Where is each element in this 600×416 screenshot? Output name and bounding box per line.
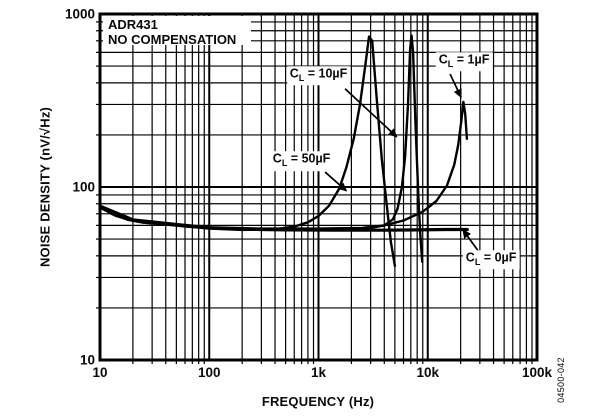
x-tick-100: 100 xyxy=(197,365,221,380)
cl-10uf-arrow xyxy=(344,88,398,138)
curve-cl-0uf xyxy=(98,204,469,232)
chart-title-line2: NO COMPENSATION xyxy=(108,32,237,47)
y-tick-100: 100 xyxy=(72,179,95,195)
curves xyxy=(98,34,469,268)
x-tick-10: 10 xyxy=(92,365,108,380)
annotation-arrows xyxy=(324,73,480,253)
curve-label-cl-10uf: CL = 10µF xyxy=(286,65,351,86)
x-tick-10k: 10k xyxy=(416,365,440,380)
figure-number: 04500-042 xyxy=(556,357,566,403)
cl-0uf-arrow xyxy=(462,229,480,253)
curve-label-cl-0uf: CL = 0µF xyxy=(462,249,520,270)
cl-50uf-arrow xyxy=(324,171,348,192)
curve-label-cl-1uf: CL = 1µF xyxy=(435,51,493,72)
y-axis-title: NOISE DENSITY (nV/√Hz) xyxy=(37,106,53,268)
cl-1uf-arrow xyxy=(449,73,462,99)
chart-title-line1: ADR431 xyxy=(108,17,158,32)
x-tick-100k: 100k xyxy=(521,365,553,380)
x-axis-title: FREQUENCY (Hz) xyxy=(261,394,375,409)
curve-cl-50uf xyxy=(98,35,397,268)
y-tick-1000: 1000 xyxy=(64,6,95,22)
curve-label-cl-50uf: CL = 50µF xyxy=(269,151,334,171)
chart-title-box: ADR431 NO COMPENSATION xyxy=(103,16,251,47)
x-tick-1k: 1k xyxy=(310,365,327,380)
grid-major xyxy=(100,14,537,360)
plot-border xyxy=(98,12,539,362)
y-tick-10: 10 xyxy=(79,352,95,368)
